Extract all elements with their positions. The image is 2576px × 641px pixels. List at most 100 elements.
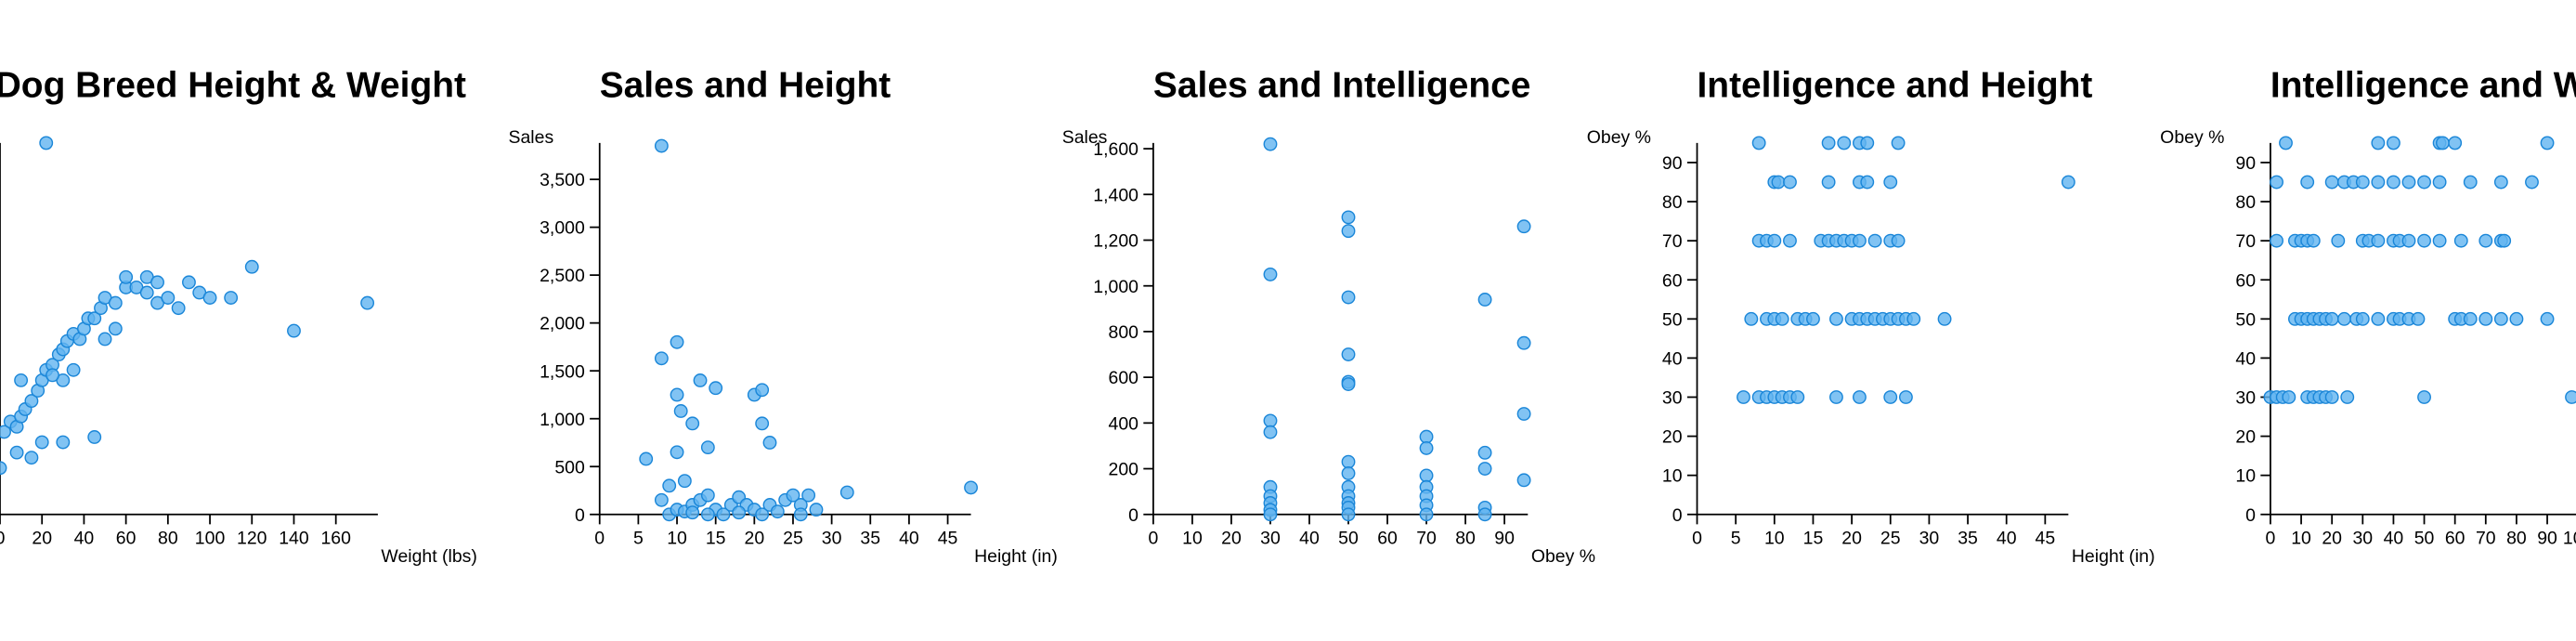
point — [39, 136, 54, 150]
point — [1853, 233, 1867, 248]
point — [1516, 219, 1531, 234]
point — [2565, 390, 2576, 404]
chart: Dog Breed Height & Weight 0 20 40 60 80 100 120… — [0, 65, 477, 567]
point — [2540, 136, 2555, 150]
point — [2509, 311, 2524, 326]
x-tick-label: 100 — [195, 529, 226, 549]
x-tick-label: 100 — [2563, 529, 2576, 549]
point — [224, 291, 239, 305]
y-axis-label: Obey % — [1587, 127, 1651, 148]
point — [1767, 233, 1782, 248]
point — [1829, 311, 1843, 326]
x-tick-label: 20 — [32, 529, 52, 549]
point — [755, 507, 770, 522]
y-tick-label: 1,500 — [540, 361, 585, 382]
y-tick-label: 1,600 — [1093, 139, 1138, 160]
point — [1477, 462, 1492, 476]
point — [56, 435, 71, 450]
point — [2270, 233, 2283, 248]
y-tick-label: 40 — [1662, 348, 1683, 369]
point — [1891, 233, 1906, 248]
point — [685, 416, 700, 431]
point — [1263, 425, 1278, 439]
y-tick-label: 1,200 — [1093, 231, 1138, 252]
point — [1341, 466, 1356, 480]
point — [2324, 311, 2339, 326]
point — [2386, 136, 2400, 150]
point — [673, 404, 688, 418]
point — [2411, 311, 2426, 326]
point — [654, 351, 669, 366]
point — [755, 383, 770, 398]
point — [171, 301, 186, 316]
point — [2478, 311, 2493, 326]
point — [1883, 390, 1898, 404]
point — [1751, 136, 1766, 150]
x-tick-label: 30 — [1919, 529, 1940, 549]
point — [2331, 233, 2346, 248]
y-tick-label: 1,000 — [1093, 277, 1138, 297]
point — [0, 461, 7, 476]
y-tick-label: 70 — [2235, 231, 2256, 252]
point — [2540, 311, 2555, 326]
x-tick-label: 30 — [2352, 529, 2373, 549]
point — [87, 311, 102, 326]
point — [2270, 175, 2283, 190]
x-tick-label: 30 — [1260, 529, 1281, 549]
x-tick-label: 80 — [158, 529, 178, 549]
x-tick-label: 80 — [1455, 529, 1476, 549]
x-axis-label: Height (in) — [974, 546, 1058, 567]
point — [1771, 175, 1786, 190]
y-tick-label: 400 — [1109, 413, 1139, 434]
x-tick-label: 60 — [2445, 529, 2465, 549]
point — [801, 488, 816, 503]
point — [762, 436, 777, 450]
point — [1516, 473, 1531, 488]
x-tick-label: 10 — [1764, 529, 1785, 549]
y-axis-label: Sales — [509, 127, 554, 148]
point — [1477, 507, 1492, 522]
x-tick-label: 25 — [1880, 529, 1901, 549]
point — [2417, 233, 2431, 248]
x-tick-label: 0 — [2266, 529, 2276, 549]
point — [2061, 175, 2075, 190]
point — [1737, 390, 1750, 404]
point — [700, 440, 715, 455]
y-tick-label: 2,500 — [540, 266, 585, 286]
point — [670, 387, 684, 402]
y-tick-label: 800 — [1109, 322, 1139, 343]
point — [1883, 175, 1898, 190]
point — [693, 373, 708, 387]
x-tick-label: 35 — [860, 529, 880, 549]
x-axis-label: Weight (lbs) — [381, 546, 476, 567]
point — [2386, 175, 2400, 190]
point — [34, 435, 49, 450]
point — [2432, 175, 2447, 190]
point — [793, 507, 808, 522]
chart-title: Dog Breed Height & Weight — [0, 65, 466, 105]
point — [662, 478, 677, 493]
point — [2478, 233, 2493, 248]
point — [839, 485, 854, 500]
point — [654, 138, 669, 153]
point — [677, 474, 692, 489]
y-tick-label: 20 — [2235, 427, 2256, 448]
point — [1419, 440, 1434, 455]
point — [119, 269, 134, 284]
y-tick-label: 10 — [1662, 466, 1683, 487]
point — [1263, 267, 1278, 281]
y-tick-label: 50 — [2235, 309, 2256, 330]
x-tick-label: 60 — [116, 529, 137, 549]
point — [1341, 347, 1356, 361]
y-tick-label: 0 — [1672, 505, 1683, 526]
point — [66, 362, 81, 377]
chart: Intelligence and Weight 0 10 20 30 40 50 60 70 80… — [2160, 65, 2576, 549]
point — [1860, 175, 1875, 190]
point — [670, 334, 684, 349]
point — [360, 295, 375, 310]
chart-title: Intelligence and Height — [1698, 65, 2093, 105]
point — [732, 505, 747, 520]
point — [24, 451, 39, 465]
chart-title: Sales and Intelligence — [1153, 65, 1531, 105]
point — [1516, 335, 1531, 350]
